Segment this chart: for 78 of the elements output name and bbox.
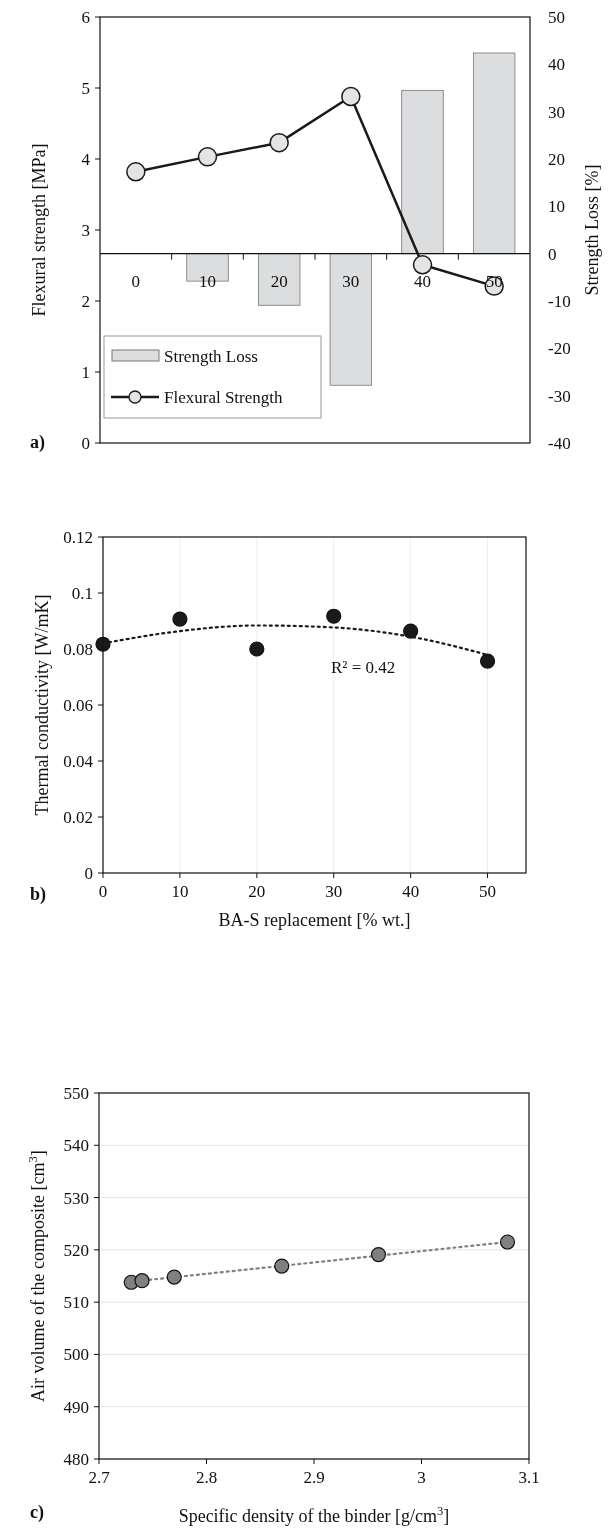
y2-tick-label: -30 <box>548 386 571 406</box>
x-tick-label: 20 <box>248 882 266 901</box>
x-tick-label: 2.7 <box>88 1468 111 1487</box>
y2-tick-label: 10 <box>548 197 565 217</box>
x-tick-label: 0 <box>131 271 141 291</box>
y-axis-title: Thermal conductivity [W/mK] <box>32 594 52 816</box>
x-tick-label: 3.1 <box>518 1468 540 1487</box>
x-tick-label: 0 <box>98 882 108 901</box>
x-tick-label: 20 <box>270 271 288 291</box>
y-axis-title: Flexural strength [MPa] <box>29 143 49 317</box>
y-tick-label: 550 <box>63 1083 89 1103</box>
y-tick-label: 3 <box>81 220 90 240</box>
legend-label: Flexural Strength <box>164 387 284 407</box>
y-tick-label: 520 <box>63 1240 89 1260</box>
y-tick-label: 0 <box>84 863 93 883</box>
point <box>249 641 265 657</box>
y-tick-label: 4 <box>81 149 91 169</box>
point <box>499 1234 516 1250</box>
x-tick-label: 3 <box>417 1468 426 1487</box>
point <box>197 147 218 167</box>
bar <box>257 253 301 306</box>
point <box>274 1258 290 1274</box>
y-tick-label: 490 <box>63 1397 89 1417</box>
x-tick-label: 10 <box>199 271 216 291</box>
point <box>412 255 433 275</box>
legend-label: Strength Loss <box>164 346 258 366</box>
point <box>134 1273 150 1289</box>
y-tick-label: 0 <box>81 433 90 453</box>
y-tick-label: 2 <box>81 291 90 311</box>
point <box>341 86 361 107</box>
y-tick-label: 5 <box>81 78 90 98</box>
y-tick-label: 0.1 <box>71 583 93 603</box>
y2-tick-label: 30 <box>548 102 565 122</box>
x-tick-label: 30 <box>342 271 360 291</box>
point <box>166 1269 182 1285</box>
point <box>403 623 419 639</box>
y-tick-label: 540 <box>63 1136 89 1156</box>
y-tick-label: 1 <box>81 362 90 382</box>
y2-tick-label: 0 <box>548 244 557 264</box>
text: c) <box>30 1502 44 1523</box>
text: b) <box>30 884 47 905</box>
y-tick-label: 510 <box>63 1293 89 1313</box>
bar <box>472 52 516 255</box>
point <box>269 132 289 153</box>
point <box>172 611 188 627</box>
y-tick-label: 6 <box>81 7 90 27</box>
y2-tick-label: -20 <box>548 339 571 359</box>
y2-tick-label: 40 <box>548 55 565 75</box>
x-tick-label: 10 <box>171 882 189 901</box>
annotation: R² = 0.42 <box>331 658 396 677</box>
y2-axis-title: Strength Loss [%] <box>582 164 602 296</box>
x-tick-label: 30 <box>325 882 343 901</box>
y-tick-label: 0.02 <box>63 807 93 827</box>
y-tick-label: 500 <box>63 1345 89 1365</box>
x-tick-label: 50 <box>479 882 497 901</box>
x-tick-label: 2.8 <box>195 1468 218 1487</box>
y-tick-label: 480 <box>63 1449 89 1469</box>
y2-tick-label: 20 <box>548 149 565 169</box>
text: a) <box>30 432 45 453</box>
point <box>326 608 342 624</box>
point <box>479 653 496 669</box>
y-tick-label: 0.08 <box>63 639 93 659</box>
bar <box>401 89 444 255</box>
bar <box>329 253 373 386</box>
y2-tick-label: -10 <box>548 291 571 311</box>
x-axis-title: BA-S replacement [% wt.] <box>218 910 411 930</box>
point <box>126 162 146 182</box>
point <box>370 1246 387 1263</box>
y-tick-label: 0.06 <box>63 695 93 715</box>
x-axis-title: Specific density of the binder [g/cm$^{3}$] <box>178 1504 450 1526</box>
y-tick-label: 0.12 <box>63 527 93 547</box>
y-tick-label: 530 <box>63 1188 89 1208</box>
y-tick-label: 0.04 <box>63 751 94 771</box>
y2-tick-label: -40 <box>548 433 571 453</box>
x-tick-label: 40 <box>414 271 431 291</box>
x-tick-label: 40 <box>402 882 420 901</box>
y2-tick-label: 50 <box>548 7 565 27</box>
x-tick-label: 2.9 <box>303 1468 325 1487</box>
